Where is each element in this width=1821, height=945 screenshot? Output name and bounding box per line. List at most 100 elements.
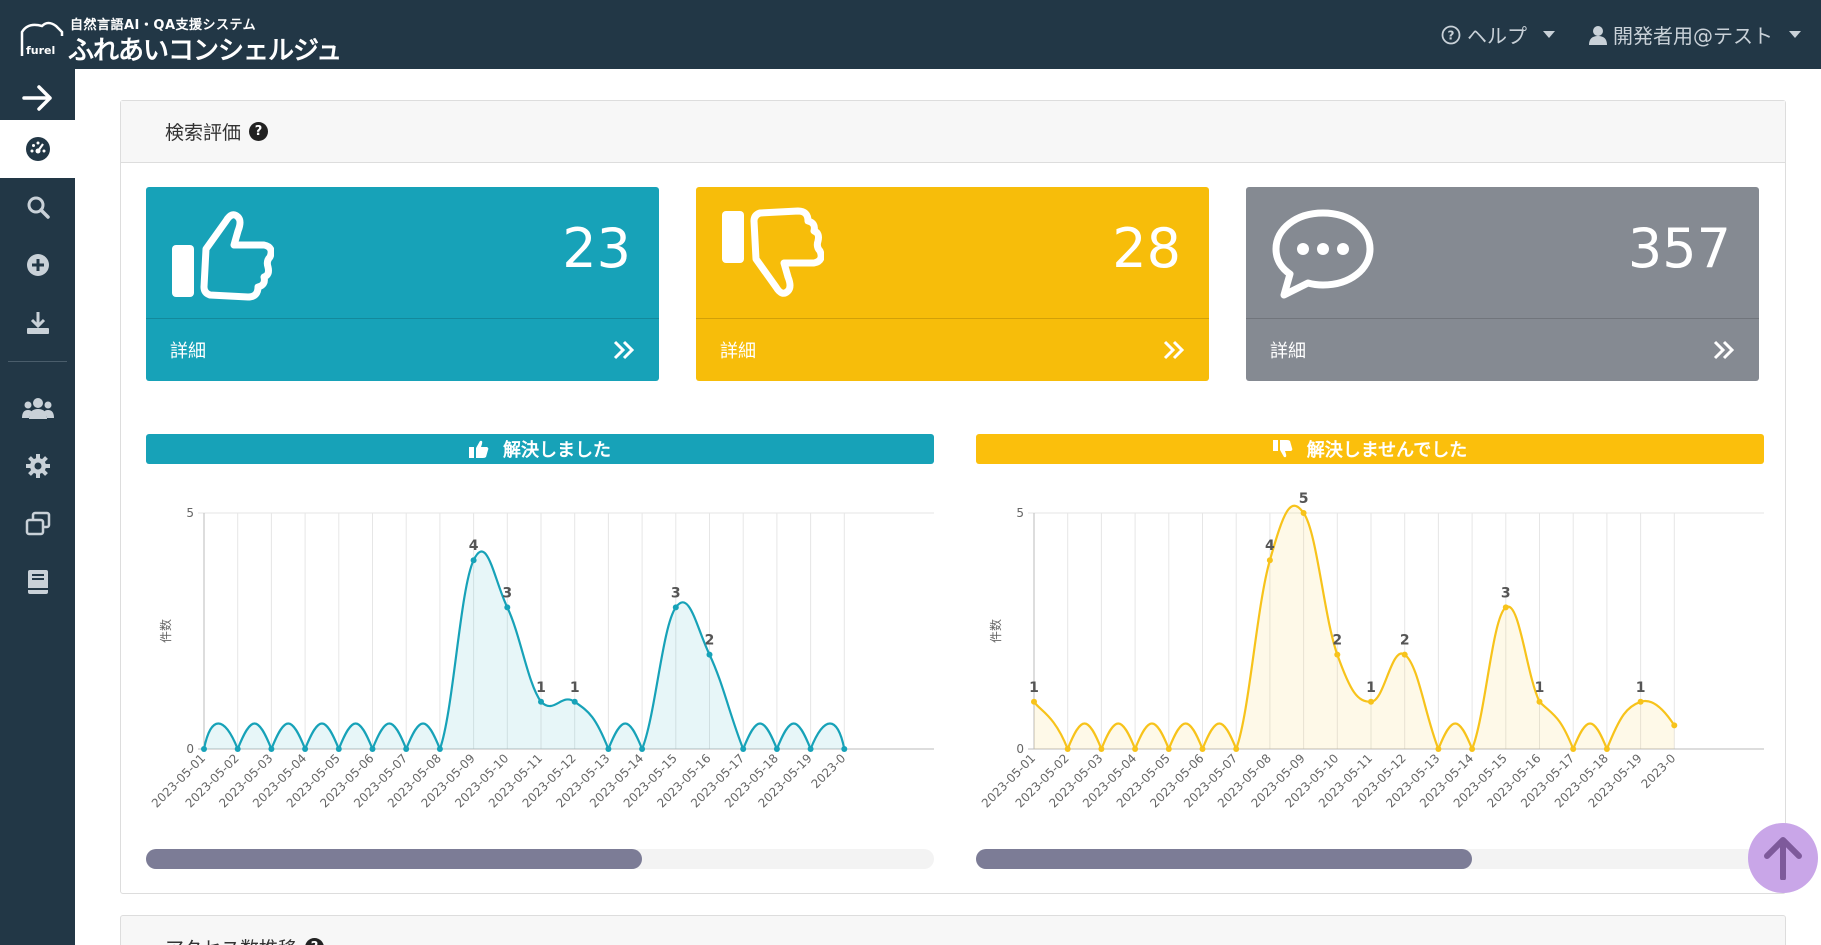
thumbs-up-small-icon — [469, 440, 489, 458]
data-label: 1 — [570, 680, 580, 696]
comments-detail-link[interactable]: 詳細 — [1246, 318, 1759, 381]
data-label: 3 — [502, 585, 512, 601]
series-line — [202, 550, 846, 753]
data-point — [1570, 746, 1577, 752]
data-label: 1 — [1636, 680, 1646, 696]
unresolved-chart-scrollbar[interactable] — [976, 849, 1764, 869]
y-tick-label: 0 — [186, 742, 194, 756]
logo-mark-icon: furel — [20, 21, 64, 57]
series-line — [1033, 504, 1676, 753]
sidebar-toggle[interactable] — [0, 69, 75, 127]
logo-title: ふれあいコンシェルジュ — [68, 36, 342, 66]
help-menu[interactable]: ? ヘルプ — [1441, 20, 1555, 49]
help-question-icon[interactable]: ? — [249, 122, 269, 141]
y-tick-label: 5 — [1016, 506, 1024, 520]
x-tick-label: 2023-0 — [808, 751, 848, 791]
data-label: 1 — [536, 680, 546, 696]
data-point — [1435, 746, 1442, 752]
sidebar-item-settings[interactable] — [0, 437, 75, 495]
data-label: 4 — [469, 538, 479, 554]
thumbs-up-detail-link[interactable]: 詳細 — [146, 318, 659, 381]
thumbs-up-count: 23 — [562, 217, 631, 280]
sidebar — [0, 69, 75, 945]
stat-box-comments: 357 詳細 — [1246, 187, 1759, 381]
comment-icon — [1272, 209, 1374, 299]
data-point — [740, 746, 747, 752]
data-point — [571, 698, 578, 705]
double-chevron-right-icon — [1713, 340, 1735, 360]
user-menu[interactable]: 開発者用@テスト — [1589, 20, 1801, 49]
data-label: 1 — [1366, 680, 1376, 696]
data-point — [1401, 651, 1408, 658]
sidebar-item-add[interactable] — [0, 236, 75, 294]
scrollbar-thumb[interactable] — [976, 849, 1473, 869]
data-point — [1469, 746, 1476, 752]
data-point — [1368, 698, 1374, 705]
data-point — [1300, 510, 1307, 516]
sidebar-item-book[interactable] — [0, 553, 75, 611]
unresolved-title-text: 解決しませんでした — [1306, 440, 1468, 461]
unresolved-chart: 5 0 件数 1 4 5 2 1 2 3 1 1 2023-05-01 2023-05-02 2023-05… — [976, 479, 1764, 839]
sidebar-item-windows[interactable] — [0, 495, 75, 553]
arrow-right-icon — [21, 85, 52, 111]
data-point — [1334, 651, 1341, 658]
comment-count: 357 — [1627, 217, 1731, 280]
detail-label: 詳細 — [170, 341, 206, 362]
data-label: 2 — [1332, 633, 1342, 649]
data-point — [1031, 698, 1037, 705]
series-area — [204, 551, 845, 749]
top-navbar: furel 自然言語AI・QA支援システム ふれあいコンシェルジュ ? ヘルプ … — [0, 0, 1821, 69]
data-label: 2 — [705, 633, 715, 649]
data-label: 3 — [671, 585, 681, 601]
data-point — [1064, 746, 1071, 752]
sidebar-item-download[interactable] — [0, 294, 75, 352]
data-label: 3 — [1501, 585, 1511, 601]
sidebar-item-users[interactable] — [0, 379, 75, 437]
help-question-icon[interactable]: ? — [305, 938, 325, 945]
x-tick-label: 2023-0 — [1638, 751, 1678, 791]
data-point — [639, 746, 646, 752]
data-point — [201, 746, 207, 752]
unresolved-chart-title: 解決しませんでした — [976, 434, 1764, 464]
data-point — [335, 746, 342, 752]
y-tick-label: 5 — [186, 506, 194, 520]
gear-icon — [25, 454, 50, 478]
thumbs-down-small-icon — [1272, 440, 1293, 458]
logo-subtitle: 自然言語AI・QA支援システム — [70, 18, 257, 33]
users-icon — [21, 398, 54, 419]
detail-label: 詳細 — [1270, 341, 1306, 362]
data-point — [1199, 746, 1206, 752]
y-tick-label: 0 — [1016, 742, 1024, 756]
series-area — [1034, 505, 1675, 749]
thumbs-down-count: 28 — [1112, 217, 1181, 280]
user-label: 開発者用@テスト — [1613, 24, 1773, 48]
data-point — [1502, 604, 1509, 611]
main-content: 検索評価 ? 23 詳細 28 — [75, 69, 1821, 945]
data-point — [773, 746, 780, 752]
arrow-up-icon — [1764, 837, 1802, 880]
data-point — [1132, 746, 1139, 752]
scroll-to-top-button[interactable] — [1748, 823, 1818, 893]
data-point — [369, 746, 376, 752]
search-evaluation-card: 検索評価 ? 23 詳細 28 — [120, 100, 1786, 894]
data-point — [1098, 746, 1105, 752]
sidebar-item-search[interactable] — [0, 178, 75, 236]
plus-circle-icon — [26, 254, 49, 276]
data-point — [672, 604, 679, 611]
data-point — [234, 746, 241, 752]
search-icon — [27, 196, 50, 219]
stat-box-thumbs-up: 23 詳細 — [146, 187, 659, 381]
sidebar-item-dashboard[interactable] — [0, 120, 75, 178]
data-label: 1 — [1535, 680, 1545, 696]
thumbs-down-detail-link[interactable]: 詳細 — [696, 318, 1209, 381]
data-point — [706, 651, 713, 658]
chevron-down-icon — [1789, 31, 1801, 38]
app-logo[interactable]: furel 自然言語AI・QA支援システム ふれあいコンシェルジュ — [18, 10, 342, 66]
data-point — [436, 746, 443, 752]
double-chevron-right-icon — [613, 340, 635, 360]
scrollbar-thumb[interactable] — [146, 849, 643, 869]
user-icon — [1589, 25, 1607, 45]
resolved-chart-scrollbar[interactable] — [146, 849, 934, 869]
detail-label: 詳細 — [720, 341, 756, 362]
